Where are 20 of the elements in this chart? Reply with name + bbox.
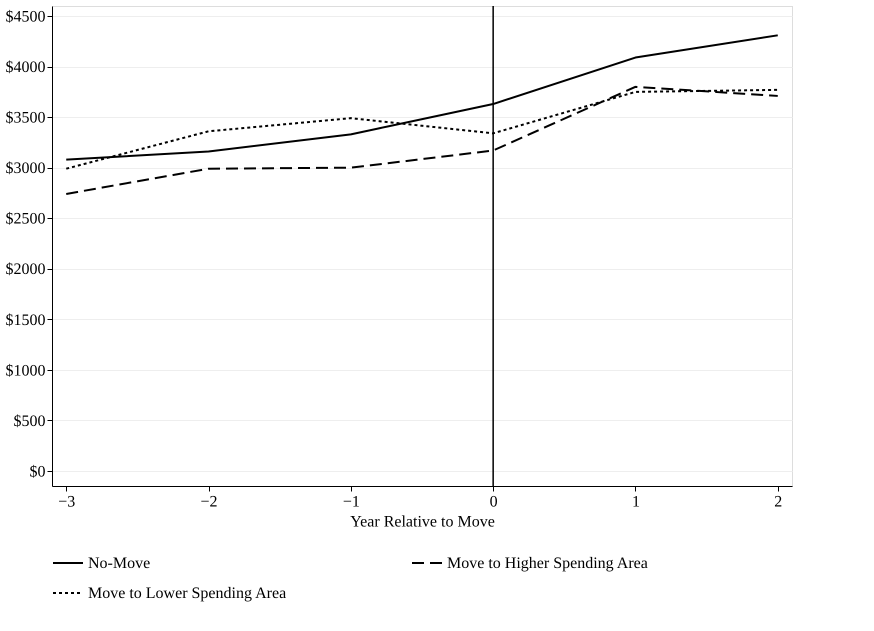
- y-tick-label: $3500: [6, 110, 46, 127]
- x-tick-label: 2: [774, 494, 782, 510]
- legend-label: Move to Higher Spending Area: [447, 555, 648, 572]
- legend-label: No-Move: [88, 555, 150, 572]
- x-tick-label: 0: [490, 494, 498, 510]
- y-tick-label: $4500: [6, 8, 46, 26]
- y-tick-label: $500: [14, 412, 46, 430]
- y-tick-label: $1000: [6, 362, 46, 380]
- y-tick-label: $2000: [6, 261, 46, 278]
- x-tick-label: −1: [342, 494, 360, 510]
- x-tick-label: 1: [632, 494, 640, 510]
- y-tick-label: $2500: [6, 210, 46, 228]
- y-tick-label: $0: [30, 463, 46, 480]
- x-tick-label: −3: [58, 494, 76, 510]
- y-tick-label: $1500: [6, 312, 46, 329]
- legend-label: Move to Lower Spending Area: [88, 585, 286, 602]
- x-tick-label: −2: [200, 494, 218, 510]
- y-tick-label: $3000: [6, 160, 46, 178]
- x-axis-title: Year Relative to Move: [350, 514, 495, 530]
- y-tick-label: $4000: [6, 59, 46, 76]
